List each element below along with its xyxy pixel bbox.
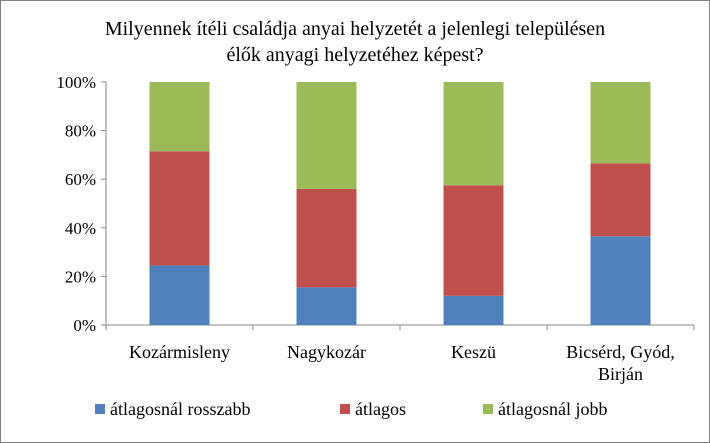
y-tick-label: 80%	[65, 122, 96, 141]
category-label: Kozármisleny	[129, 342, 230, 362]
category-label: Birján	[598, 364, 643, 384]
chart-title-line-1: Milyennek ítéli családja anyai helyzetét…	[105, 18, 605, 40]
bar-segment-2-category-1	[149, 151, 210, 266]
legend-label-2: átlagos	[355, 399, 406, 419]
bar-segment-3-category-1	[149, 82, 210, 152]
bar-segment-2-category-4	[590, 163, 651, 237]
category-label: Nagykozár	[287, 342, 366, 362]
bar-segment-3-category-2	[296, 82, 357, 189]
bar-segment-1-category-2	[296, 287, 357, 325]
legend-label-1: átlagosnál rosszabb	[110, 399, 250, 419]
legend-label-3: átlagosnál jobb	[498, 399, 607, 419]
legend-swatch-2	[340, 404, 350, 414]
y-tick-label: 20%	[65, 267, 96, 286]
chart-title: Milyennek ítéli családja anyai helyzetét…	[105, 18, 605, 66]
y-tick-label: 100%	[56, 73, 96, 92]
bar-segment-1-category-1	[149, 265, 210, 325]
chart-title-line-2: élők anyagi helyzetéhez képest?	[226, 44, 483, 66]
y-tick-label: 40%	[65, 219, 96, 238]
bar-segment-3-category-4	[590, 82, 651, 164]
bar-segment-2-category-2	[296, 188, 357, 288]
category-label: Bicsérd, Gyód,	[566, 342, 674, 362]
bars	[149, 82, 651, 325]
legend-swatch-3	[483, 404, 493, 414]
category-labels: Kozármisleny Nagykozár Keszü Bicsérd, Gyód,…	[129, 342, 675, 384]
legend: átlagosnál rosszabb átlagos átlagosnál job…	[95, 399, 607, 419]
legend-swatch-1	[95, 404, 105, 414]
bar-segment-1-category-4	[590, 236, 651, 325]
y-tick-label: 0%	[73, 316, 96, 335]
category-label: Keszü	[451, 342, 496, 362]
bar-segment-2-category-3	[443, 185, 504, 296]
bar-segment-1-category-3	[443, 295, 504, 325]
y-tick-label: 60%	[65, 170, 96, 189]
bar-segment-3-category-3	[443, 82, 504, 186]
